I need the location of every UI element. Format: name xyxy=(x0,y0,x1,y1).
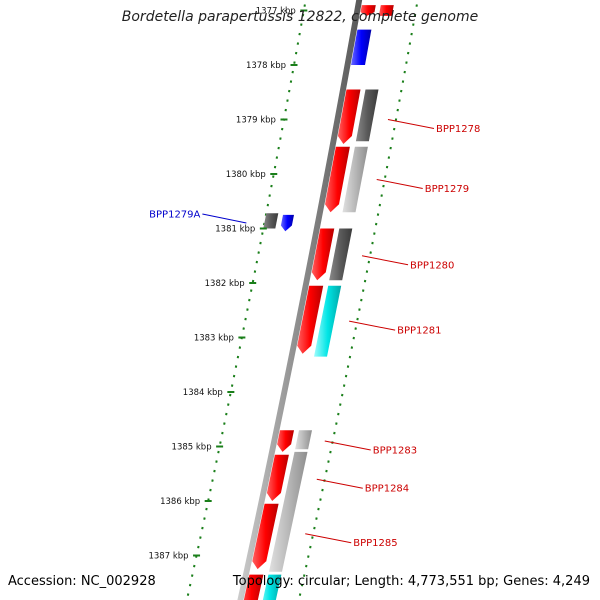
gene-label-leader xyxy=(349,320,396,331)
kbp-tick-labels-layer: 1377 kbp 1378 kbp 1379 kbp 1380 kbp 1381 kbp… xyxy=(148,7,308,562)
gene-label[interactable]: BPP1281 xyxy=(397,326,441,337)
gene-feature-red[interactable] xyxy=(337,89,361,145)
gene-label[interactable]: BPP1284 xyxy=(365,484,409,495)
gene-label-leader xyxy=(305,533,352,544)
kbp-tick-label: 1384 kbp xyxy=(183,388,223,398)
gene-feature-dark-gray[interactable] xyxy=(329,228,353,281)
gene-feature-blue[interactable] xyxy=(351,29,372,66)
kbp-tick-label: 1385 kbp xyxy=(172,443,212,453)
kbp-tick-label: 1387 kbp xyxy=(148,552,188,562)
map-title: Bordetella parapertussis 12822, complete… xyxy=(121,9,479,25)
gene-label[interactable]: BPP1285 xyxy=(353,538,397,549)
gene-feature-red[interactable] xyxy=(311,228,335,281)
gene-feature-red[interactable] xyxy=(266,454,289,501)
kbp-tick-label: 1378 kbp xyxy=(246,61,286,71)
gene-features-layer xyxy=(239,5,394,600)
gene-feature-light-gray[interactable] xyxy=(269,451,308,572)
gene-labels-layer: BPP1278 BPP1279 BPP1280 BPP1281 BPP1279A BPP1… xyxy=(149,119,480,549)
gene-feature-red[interactable] xyxy=(277,430,294,452)
gene-label-leader xyxy=(376,178,423,189)
gene-feature-dark-gray[interactable] xyxy=(355,89,379,142)
gene-feature-light-gray[interactable] xyxy=(342,146,368,213)
topology-summary-text: Topology: circular; Length: 4,773,551 bp… xyxy=(232,574,590,589)
accession-text: Accession: NC_002928 xyxy=(8,574,156,589)
gene-feature-red[interactable] xyxy=(360,5,376,16)
gene-feature-cyan[interactable] xyxy=(258,574,282,600)
gene-feature-cyan[interactable] xyxy=(314,285,342,357)
gene-feature-blue[interactable] xyxy=(280,214,294,232)
gene-label[interactable]: BPP1279 xyxy=(425,184,469,195)
gene-feature-light-gray[interactable] xyxy=(295,430,312,450)
gene-label-leader xyxy=(202,213,247,224)
kbp-tick-label: 1382 kbp xyxy=(205,279,245,289)
gene-label[interactable]: BPP1283 xyxy=(373,446,417,457)
gene-label[interactable]: BPP1278 xyxy=(436,124,480,135)
outer-dotted-track xyxy=(298,4,418,596)
gene-label[interactable]: BPP1280 xyxy=(410,260,454,271)
gene-feature-red[interactable] xyxy=(239,574,264,600)
kbp-tick-label: 1377 kbp xyxy=(256,7,296,17)
gene-label[interactable]: BPP1279A xyxy=(149,210,200,221)
gene-label-leader xyxy=(387,119,435,129)
kbp-tick-label: 1386 kbp xyxy=(160,497,200,507)
gene-feature-red[interactable] xyxy=(378,5,394,16)
kbp-tick-label: 1381 kbp xyxy=(215,225,255,235)
gene-label-leader xyxy=(361,255,409,266)
gene-label-leader xyxy=(316,478,363,489)
gene-label-leader xyxy=(324,440,371,451)
kbp-tick-label: 1383 kbp xyxy=(194,334,234,344)
gene-feature-red[interactable] xyxy=(325,146,350,213)
gene-feature-red[interactable] xyxy=(252,503,279,570)
gene-feature-dark-gray[interactable] xyxy=(263,213,279,229)
kbp-tick-label: 1379 kbp xyxy=(236,116,276,126)
genome-backbone-arc xyxy=(237,0,363,600)
gene-feature-red[interactable] xyxy=(297,285,324,354)
kbp-tick-label: 1380 kbp xyxy=(226,170,266,180)
